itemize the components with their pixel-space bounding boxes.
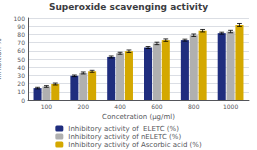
svg-text:100: 100 xyxy=(41,103,53,110)
svg-text:200: 200 xyxy=(78,103,90,110)
svg-text:Concetration (μg/ml): Concetration (μg/ml) xyxy=(102,113,175,121)
svg-text:80: 80 xyxy=(17,31,25,38)
svg-text:Superoxide scavenging activity: Superoxide scavenging activity xyxy=(49,2,208,12)
svg-text:Inhibitory activity of nELETC: Inhibitory activity of nELETC (%) xyxy=(68,133,181,141)
svg-text:40: 40 xyxy=(17,64,25,71)
svg-text:800: 800 xyxy=(188,103,200,110)
svg-text:50: 50 xyxy=(17,56,25,63)
svg-text:0: 0 xyxy=(21,97,25,104)
svg-text:Inhibitory activity of ELETC: Inhibitory activity of ELETC (%) xyxy=(68,125,179,133)
svg-text:30: 30 xyxy=(17,72,25,79)
svg-text:1000: 1000 xyxy=(223,103,238,110)
svg-text:20: 20 xyxy=(17,80,25,87)
svg-text:400: 400 xyxy=(114,103,126,110)
svg-text:70: 70 xyxy=(17,39,25,46)
svg-text:Inhibitory activity of Ascorbi: Inhibitory activity of Ascorbic acid (%) xyxy=(68,141,202,149)
svg-text:10: 10 xyxy=(17,88,25,95)
svg-text:Inhibition %: Inhibition % xyxy=(0,38,3,80)
svg-text:100: 100 xyxy=(14,15,26,22)
svg-text:90: 90 xyxy=(17,23,25,30)
svg-text:600: 600 xyxy=(151,103,163,110)
svg-text:60: 60 xyxy=(17,47,25,54)
